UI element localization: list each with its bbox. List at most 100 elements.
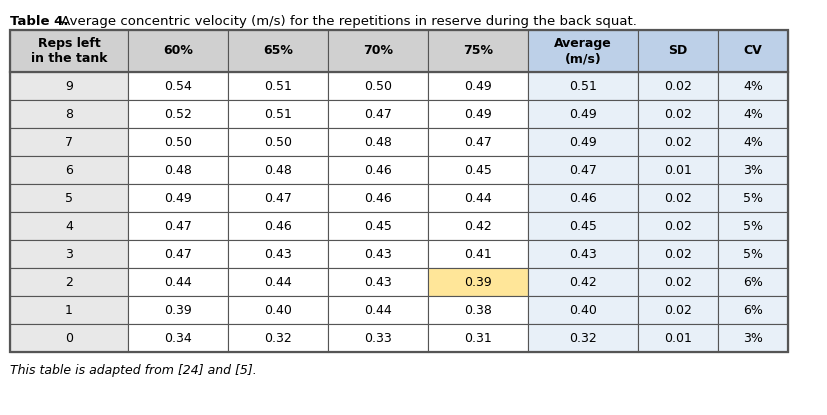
Bar [228,100,328,128]
Text: 0.32: 0.32 [264,332,292,344]
Text: 0.54: 0.54 [164,80,192,93]
Bar [528,324,638,352]
Bar [428,100,528,128]
Text: 0.50: 0.50 [364,80,392,93]
Text: 0.43: 0.43 [569,247,597,261]
Bar [638,72,718,100]
Text: 0.39: 0.39 [164,303,192,317]
Text: 8: 8 [65,107,73,120]
Bar [528,72,638,100]
Bar [638,100,718,128]
Bar [528,156,638,184]
Bar [228,72,328,100]
Bar [328,100,428,128]
Bar [428,72,528,100]
Text: 0.01: 0.01 [664,332,692,344]
Text: 0.45: 0.45 [364,220,392,232]
Bar [228,240,328,268]
Text: 0.49: 0.49 [464,80,492,93]
Bar [328,296,428,324]
Text: 0.46: 0.46 [264,220,292,232]
Text: 0.52: 0.52 [164,107,192,120]
Bar [638,324,718,352]
Text: 0.40: 0.40 [569,303,597,317]
Bar [228,128,328,156]
Text: 0.02: 0.02 [664,303,692,317]
Text: 0.49: 0.49 [164,191,192,205]
Bar [128,296,228,324]
Text: 0.48: 0.48 [164,164,192,176]
Text: 5%: 5% [743,191,763,205]
Text: 0.47: 0.47 [464,136,492,149]
Text: 0.43: 0.43 [264,247,292,261]
Bar [528,240,638,268]
Bar [10,296,128,324]
Text: 0.41: 0.41 [464,247,492,261]
Bar [638,156,718,184]
Text: 0.50: 0.50 [164,136,192,149]
Text: 0.39: 0.39 [464,276,492,288]
Bar [718,324,788,352]
Text: 0.43: 0.43 [364,276,392,288]
Bar [428,156,528,184]
Text: 5: 5 [65,191,73,205]
Text: 4: 4 [65,220,73,232]
Bar [528,128,638,156]
Text: Reps left
in the tank: Reps left in the tank [31,37,108,66]
Text: 0.45: 0.45 [569,220,597,232]
Text: Average concentric velocity (m/s) for the repetitions in reserve during the back: Average concentric velocity (m/s) for th… [57,15,637,28]
Bar [718,296,788,324]
Bar [528,268,638,296]
Bar [10,268,128,296]
Text: 4%: 4% [743,107,763,120]
Text: 60%: 60% [163,44,193,58]
Bar [428,184,528,212]
Text: 3: 3 [65,247,73,261]
Bar [718,30,788,72]
Text: Table 4.: Table 4. [10,15,69,28]
Text: 0.50: 0.50 [264,136,292,149]
Bar [128,240,228,268]
Text: 75%: 75% [463,44,493,58]
Bar [638,30,718,72]
Bar [428,240,528,268]
Text: 0.44: 0.44 [164,276,192,288]
Bar [128,324,228,352]
Text: 0.45: 0.45 [464,164,492,176]
Text: 0.42: 0.42 [569,276,597,288]
Bar [528,212,638,240]
Text: 0.02: 0.02 [664,247,692,261]
Bar [718,72,788,100]
Text: 0.44: 0.44 [464,191,492,205]
Text: 9: 9 [65,80,73,93]
Bar [718,156,788,184]
Bar [638,268,718,296]
Bar [10,156,128,184]
Bar [228,296,328,324]
Bar [10,240,128,268]
Bar [228,156,328,184]
Bar [128,212,228,240]
Text: 3%: 3% [743,332,763,344]
Bar [528,296,638,324]
Text: This table is adapted from [24] and [5].: This table is adapted from [24] and [5]. [10,364,256,377]
Text: 0.47: 0.47 [264,191,292,205]
Bar [428,30,528,72]
Bar [528,100,638,128]
Text: 6: 6 [65,164,73,176]
Text: 6%: 6% [743,276,763,288]
Bar [428,212,528,240]
Text: 70%: 70% [363,44,393,58]
Bar [128,72,228,100]
Text: 0.47: 0.47 [569,164,597,176]
Bar [638,184,718,212]
Bar [328,212,428,240]
Text: 0.48: 0.48 [364,136,392,149]
Text: 0.02: 0.02 [664,276,692,288]
Bar [528,184,638,212]
Text: 0.44: 0.44 [364,303,392,317]
Text: 0.34: 0.34 [164,332,192,344]
Bar [10,100,128,128]
Text: 6%: 6% [743,303,763,317]
Bar [638,128,718,156]
